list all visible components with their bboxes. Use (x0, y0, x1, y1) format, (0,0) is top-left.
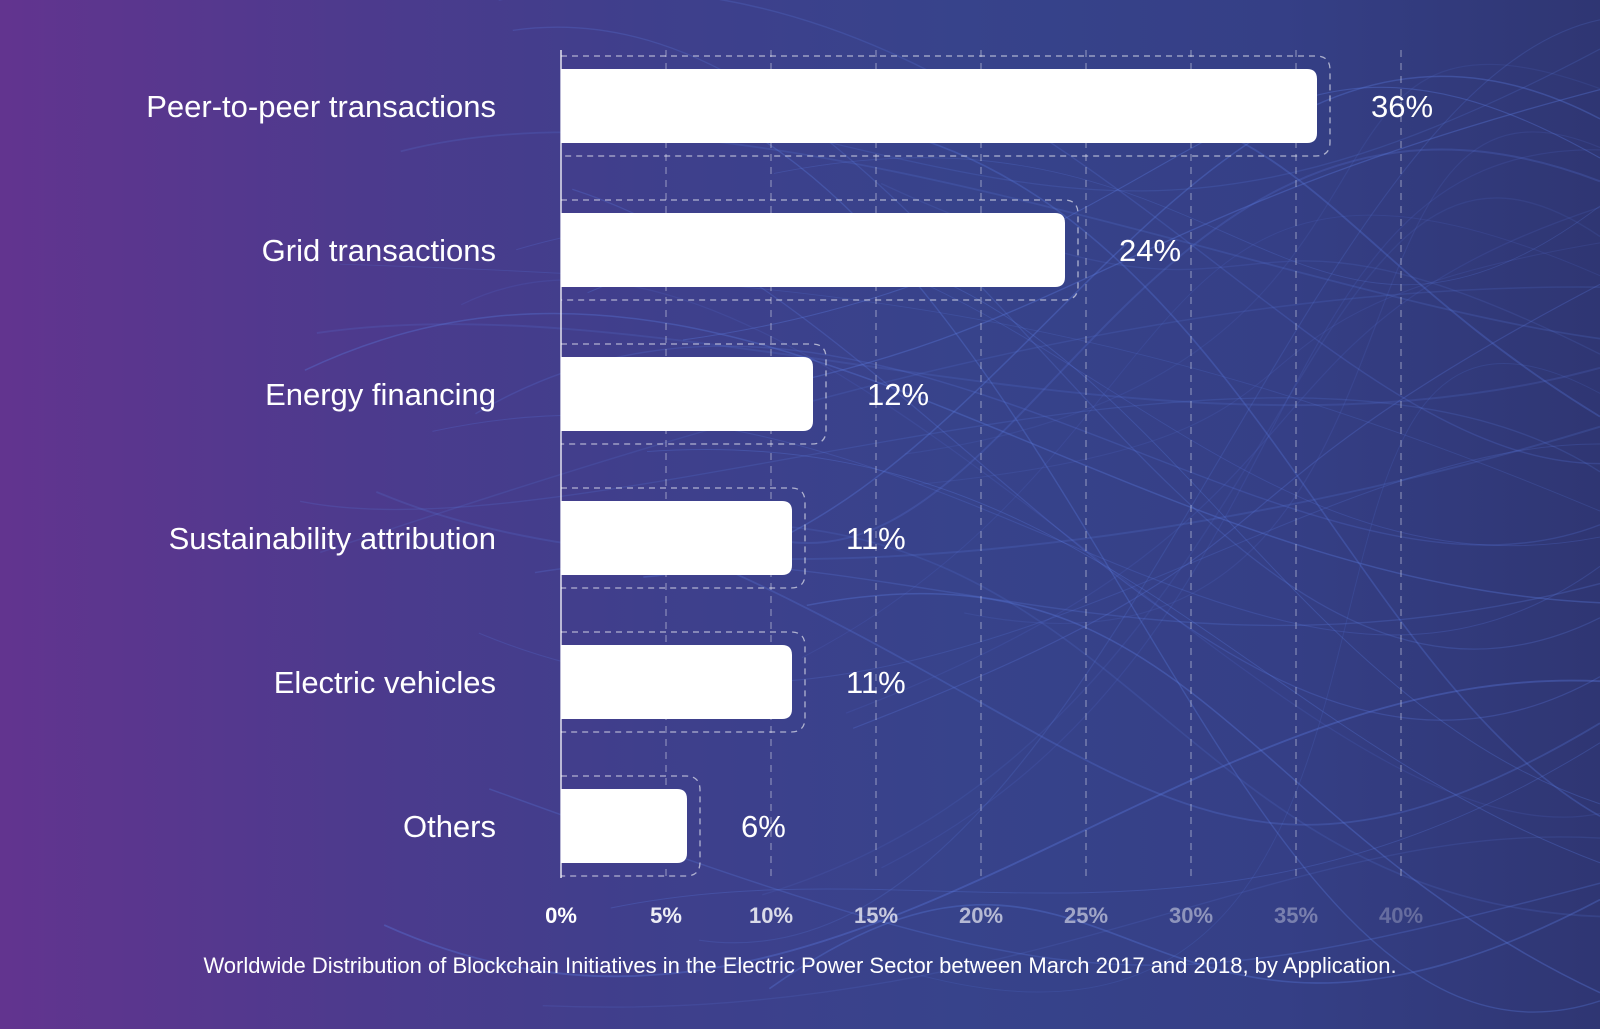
background-wave-line (904, 63, 1600, 455)
value-label: 36% (1371, 89, 1433, 124)
value-label: 12% (867, 377, 929, 412)
background-wave-line (320, 286, 1600, 554)
background-wave-line (643, 75, 1600, 578)
x-tick-label: 25% (1064, 903, 1108, 928)
gridlines (560, 50, 1402, 878)
background-wave-line (762, 197, 1600, 896)
category-label: Peer-to-peer transactions (146, 89, 496, 124)
x-tick-label: 15% (854, 903, 898, 928)
x-tick-label: 35% (1274, 903, 1318, 928)
x-tick-label: 10% (749, 903, 793, 928)
background-wave-line (299, 397, 1600, 511)
bar (561, 213, 1065, 287)
background-wave-line (498, 0, 1600, 465)
background-wave-line (881, 149, 1600, 869)
background-wave-line (375, 425, 1600, 561)
x-tick-label: 5% (650, 903, 682, 928)
value-label: 24% (1119, 233, 1181, 268)
background-wave-line (339, 263, 1600, 512)
bar-outline (561, 487, 806, 589)
background-wave-line (964, 131, 1600, 624)
background-wave-line (806, 592, 1600, 994)
bar-outline (561, 631, 806, 733)
bar (561, 789, 687, 863)
background-wave-line (608, 76, 1600, 1013)
bar (561, 501, 792, 575)
bar (561, 69, 1317, 143)
bar-outline (561, 55, 1331, 157)
x-tick-label: 0% (545, 903, 577, 928)
category-label: Others (403, 809, 496, 844)
labels: 0% 5% 10% 15% 20% 25% 30% 35% 40% Peer-to-peer tr… (146, 89, 1433, 928)
category-label: Electric vehicles (274, 665, 496, 700)
background-wave-line (621, 522, 1600, 918)
bars (561, 55, 1331, 877)
bar-outline (561, 343, 827, 445)
value-label: 11% (846, 521, 906, 556)
background-wave-line (918, 242, 1600, 485)
background-wave-line (773, 157, 1600, 286)
background-wave-line (699, 19, 1600, 944)
background-wave-line (852, 283, 1600, 729)
background-wave-line (304, 312, 1600, 604)
x-tick-label: 30% (1169, 903, 1213, 928)
background-wave-line (512, 26, 1600, 650)
background-wave-line (383, 679, 1600, 978)
background-wave-line (768, 898, 1600, 990)
value-label: 6% (741, 809, 786, 844)
background-wave-lines (299, 0, 1600, 1013)
value-label: 11% (846, 665, 906, 700)
category-label: Sustainability attribution (169, 521, 496, 556)
bar (561, 645, 792, 719)
background-wave-line (920, 363, 1600, 993)
bar-outline (561, 775, 701, 877)
background-wave-line (475, 345, 1600, 546)
background-wave-line (316, 323, 1600, 407)
chart-caption: Worldwide Distribution of Blockchain Ini… (203, 953, 1397, 978)
background-wave-line (647, 449, 1600, 864)
background-wave-line (691, 148, 1600, 544)
bar (561, 357, 813, 431)
bar-outline (561, 199, 1079, 301)
background-wave-line (727, 88, 1600, 397)
x-tick-label: 40% (1379, 903, 1423, 928)
x-tick-label: 20% (959, 903, 1003, 928)
background-wave-line (801, 214, 1600, 659)
category-label: Grid transactions (262, 233, 496, 268)
background-wave-line (845, 206, 1600, 714)
background-wave-line (542, 836, 1600, 1008)
background-wave-line (590, 511, 1600, 826)
category-label: Energy financing (265, 377, 496, 412)
background-wave-line (488, 788, 1600, 966)
background-wave-line (610, 742, 1600, 909)
